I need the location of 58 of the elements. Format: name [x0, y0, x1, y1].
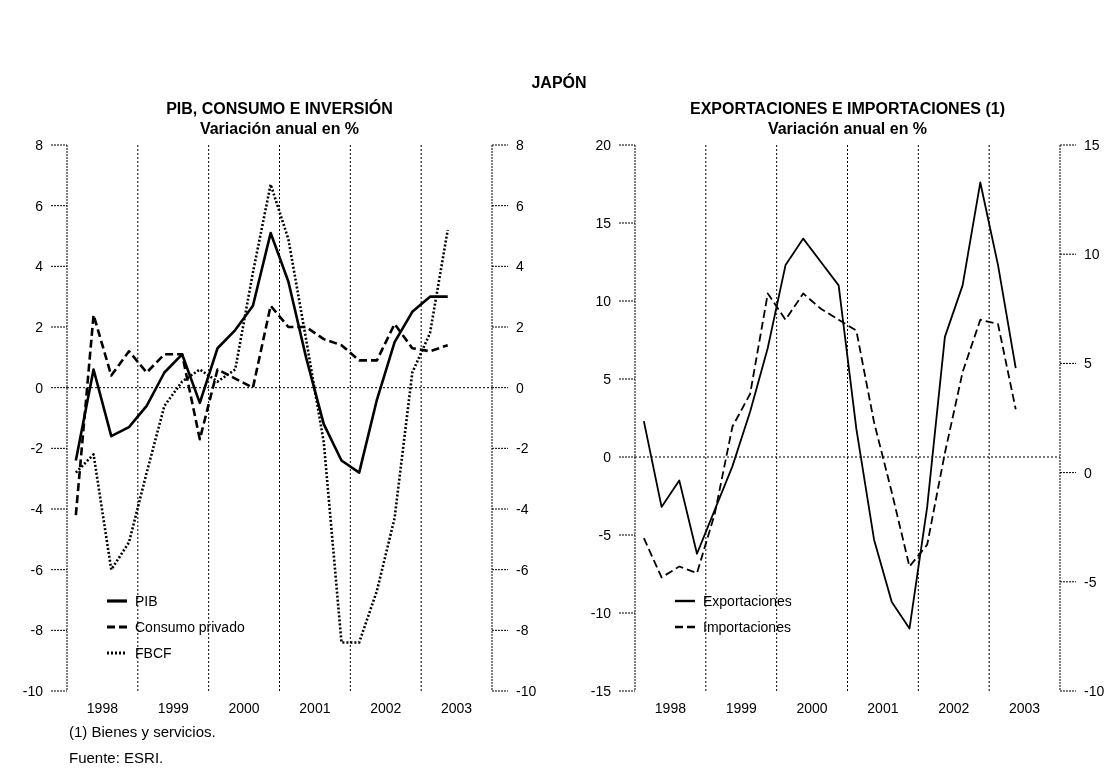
chart-title: PIB, CONSUMO E INVERSIÓN — [166, 99, 393, 117]
y-tick-label: -6 — [30, 561, 44, 578]
y-tick-label: -15 — [590, 683, 612, 699]
y-tick-label: 15 — [595, 215, 612, 231]
text: (1) Bienes y servicios. — [69, 723, 216, 740]
chart-subtitle: Variación anual en % — [767, 120, 928, 137]
y-tick-label: -10 — [590, 605, 612, 621]
y2-tick-label: 4 — [516, 258, 524, 275]
y-tick-label: -4 — [30, 501, 44, 517]
y2-tick-label: -10 — [1084, 683, 1105, 699]
x-tick-label: 2002 — [938, 700, 970, 716]
y-tick-label: 4 — [35, 258, 44, 275]
x-tick-label: 2000 — [228, 700, 260, 716]
y2-tick-label: -5 — [1084, 573, 1097, 590]
y2-tick-label: 10 — [1084, 246, 1100, 263]
chart-title: EXPORTACIONES E IMPORTACIONES (1) — [690, 100, 1005, 117]
y2-tick-label: -4 — [516, 501, 529, 517]
y-tick-label: 5 — [603, 371, 612, 387]
legend-label: PIB — [135, 593, 158, 609]
y-tick-label: 0 — [603, 449, 612, 465]
text: JAPÓN — [531, 73, 587, 91]
y2-tick-label: -6 — [516, 561, 529, 578]
y-tick-label: 2 — [35, 319, 44, 335]
x-tick-label: 1998 — [86, 700, 119, 716]
x-tick-label: 2002 — [370, 700, 402, 716]
y-tick-label: -2 — [30, 440, 44, 457]
chart-subtitle: Variación anual en % — [199, 120, 360, 137]
y2-tick-label: 0 — [516, 379, 524, 396]
x-tick-label: 2003 — [1009, 700, 1041, 716]
legend-label: Consumo privado — [135, 619, 245, 635]
y2-tick-label: 15 — [1084, 137, 1100, 153]
source-note: Fuente: ESRI. — [69, 749, 164, 766]
y2-tick-label: -2 — [516, 440, 529, 457]
y-tick-label: 6 — [35, 197, 44, 214]
x-tick-label: 1999 — [157, 700, 190, 716]
x-tick-label: 2000 — [796, 700, 828, 716]
y2-tick-label: 2 — [516, 319, 524, 335]
x-tick-label: 1998 — [654, 700, 687, 716]
legend-label: Importaciones — [703, 619, 791, 635]
y2-tick-label: 6 — [516, 197, 524, 214]
y2-tick-label: -8 — [516, 622, 529, 639]
y-tick-label: 8 — [35, 137, 44, 153]
y2-tick-label: 5 — [1084, 355, 1092, 372]
y-tick-label: -8 — [30, 622, 44, 639]
y2-tick-label: 8 — [516, 137, 524, 153]
y-tick-label: 20 — [595, 137, 612, 153]
x-tick-label: 1999 — [725, 700, 758, 716]
legend-label: FBCF — [135, 645, 172, 661]
x-tick-label: 2001 — [299, 700, 331, 716]
y-tick-label: -5 — [598, 527, 612, 543]
y-tick-label: 10 — [595, 293, 612, 309]
x-tick-label: 2003 — [441, 700, 473, 716]
y2-tick-label: -10 — [516, 683, 537, 699]
y-tick-label: 0 — [35, 379, 44, 396]
y2-tick-label: 0 — [1084, 464, 1092, 481]
x-tick-label: 2001 — [867, 700, 899, 716]
legend-label: Exportaciones — [703, 593, 792, 609]
y-tick-label: -10 — [22, 683, 44, 699]
